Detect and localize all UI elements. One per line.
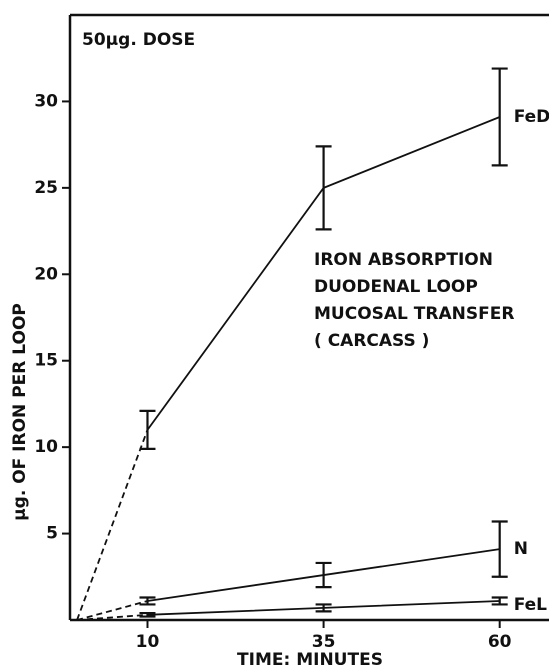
y-axis-label: µg. OF IRON PER LOOP <box>10 303 30 521</box>
title-line: MUCOSAL TRANSFER <box>314 304 514 324</box>
series-label: FeL <box>514 595 547 615</box>
title-line: ( CARCASS ) <box>314 331 429 351</box>
title-line: DUODENAL LOOP <box>314 277 478 297</box>
x-tick-label: 35 <box>312 632 336 652</box>
x-tick-label: 60 <box>488 632 512 652</box>
dashed-line <box>76 429 149 621</box>
x-tick-label: 10 <box>136 632 160 652</box>
dashed-line <box>76 600 148 621</box>
series-label: N <box>514 539 528 559</box>
y-tick-label: 15 <box>34 351 58 371</box>
y-tick-label: 20 <box>34 264 58 284</box>
y-tick-label: 5 <box>46 524 58 544</box>
series-label: FeD <box>514 107 549 127</box>
y-tick-label: 10 <box>34 437 58 457</box>
dose-annotation: 50µg. DOSE <box>82 30 195 50</box>
title-line: IRON ABSORPTION <box>314 250 493 270</box>
y-tick-label: 25 <box>34 178 58 198</box>
x-axis-label: TIME: MINUTES <box>237 650 383 670</box>
dashed-line <box>76 613 148 621</box>
y-tick-label: 30 <box>34 91 58 111</box>
